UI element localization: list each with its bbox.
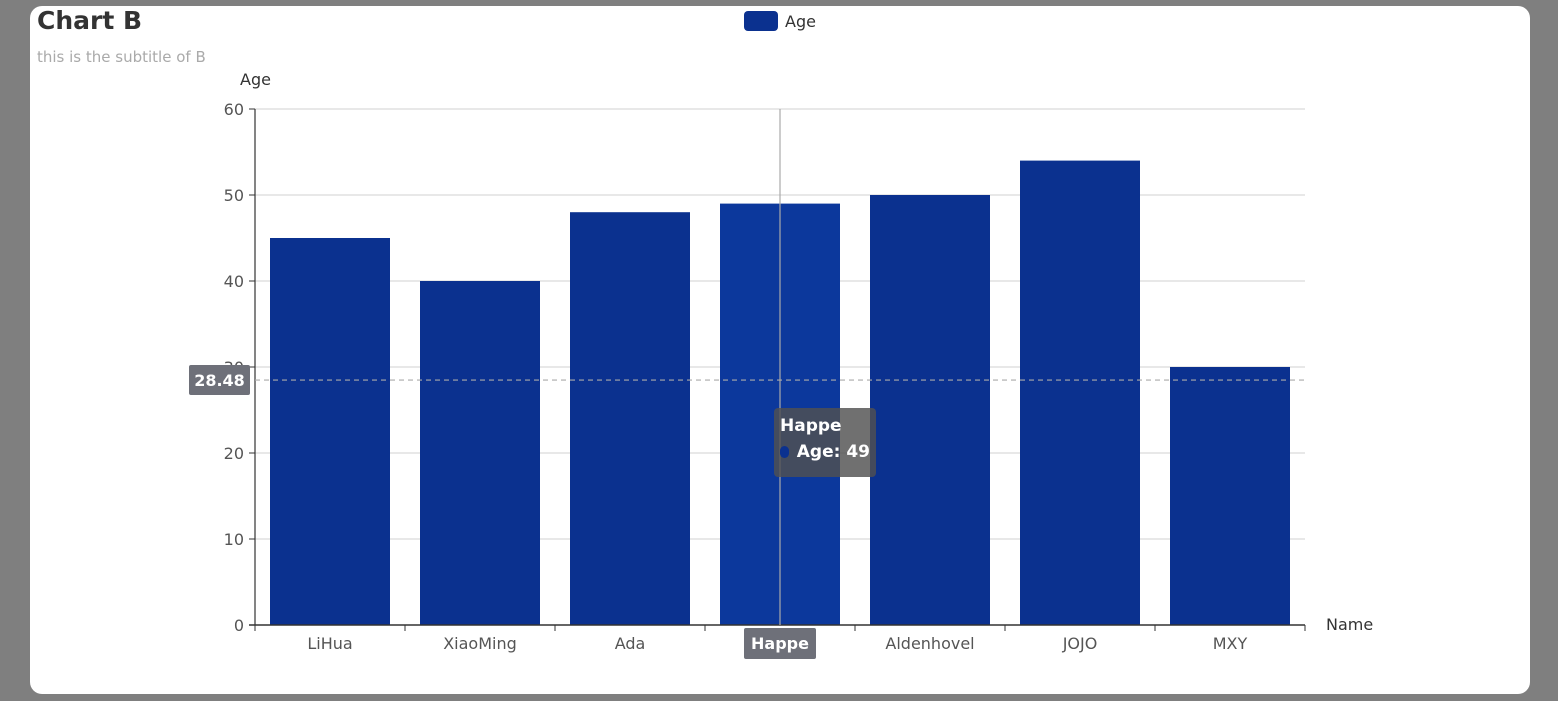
tooltip-row: Age: 49 [780,442,870,462]
bars[interactable] [270,160,1290,625]
bar-jojo[interactable] [1020,160,1140,625]
y-tick-label: 50 [224,186,244,205]
bar-aldenhovel[interactable] [870,195,990,625]
bar-ada[interactable] [570,212,690,625]
y-tick-label: 10 [224,530,244,549]
legend-item-age[interactable]: Age [744,11,816,31]
y-tick-label: 20 [224,444,244,463]
x-tick-label: MXY [1213,634,1248,653]
y-tick-label: 60 [224,100,244,119]
axis-pointer [255,109,1305,625]
x-tick-label: XiaoMing [443,634,517,653]
x-tick-label: Ada [615,634,646,653]
axis-pointer-x-category: Happe [744,628,816,659]
bar-mxy[interactable] [1170,367,1290,625]
y-tick-label: 40 [224,272,244,291]
tooltip-separator: : [833,442,847,462]
tooltip-marker-icon [780,446,789,458]
tooltip-series-name: Age [796,442,834,462]
legend-label: Age [785,11,816,31]
bar-xiaoming[interactable] [420,281,540,625]
x-tick-label: JOJO [1062,634,1098,653]
chart-subtitle: this is the subtitle of B [37,48,206,66]
x-tick-label: LiHua [307,634,352,653]
tooltip-title: Happe [780,416,842,436]
tooltip-value: 49 [846,442,870,462]
y-axis-label: Age [240,70,271,89]
tooltip: Happe Age: 49 [774,408,876,477]
bar-lihua[interactable] [270,238,390,625]
x-tick-label: Aldenhovel [885,634,974,653]
y-tick-label: 0 [234,616,244,635]
chart-title: Chart B [37,6,143,35]
axis-pointer-y-value: 28.48 [189,365,250,395]
x-axis-label: Name [1326,615,1373,634]
legend-swatch [744,11,778,31]
